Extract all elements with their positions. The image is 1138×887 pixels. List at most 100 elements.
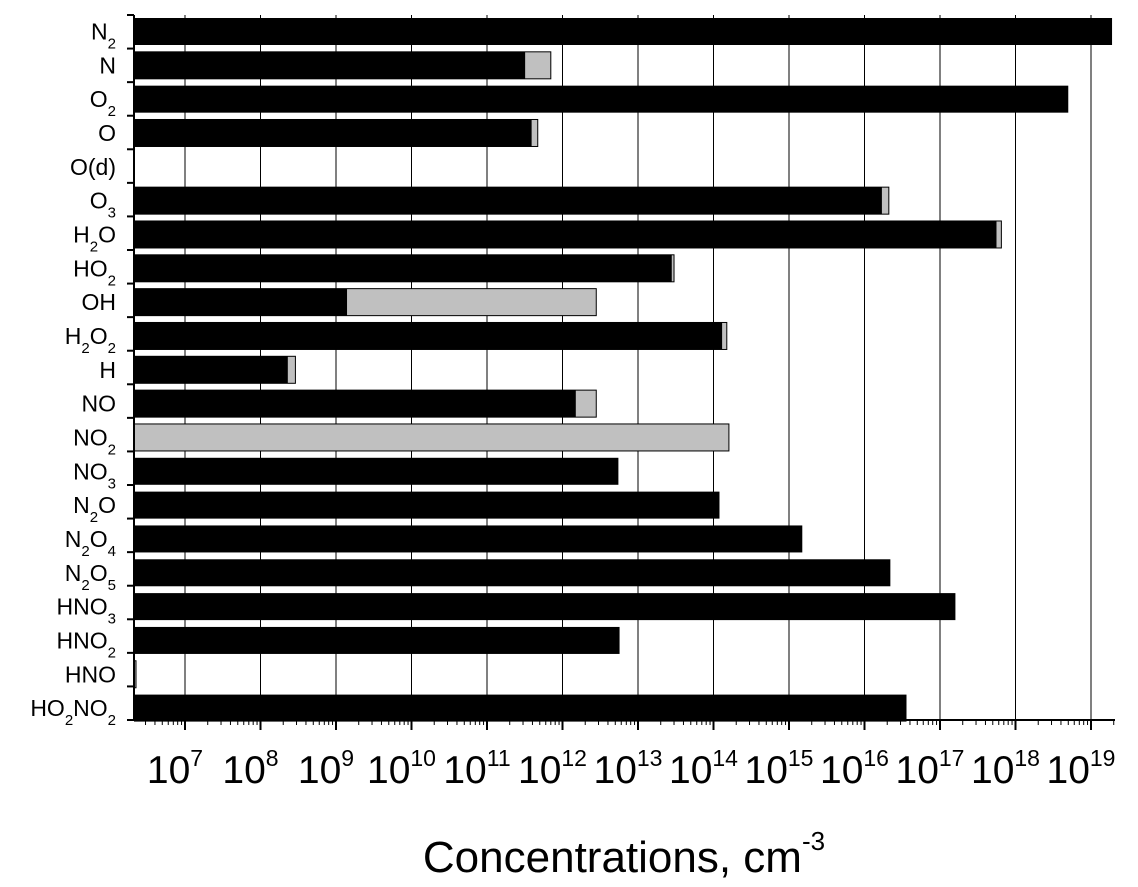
category-label-17: HNO3 (57, 594, 116, 628)
category-labels: N2NO2OO(d)O3H2OHO2OHH2O2HNONO2NO3N2ON2O4… (30, 19, 116, 730)
tick-base: 10 (971, 749, 1014, 792)
bar-primary-11 (134, 390, 576, 418)
bars (133, 18, 1113, 722)
bar-primary-13 (134, 457, 619, 485)
category-label-part: O (98, 492, 116, 518)
category-label-part: O (98, 221, 116, 247)
x-tick-label-7: 107 (147, 745, 203, 792)
category-label-6: H2O (73, 221, 116, 255)
category-label-1: N (99, 52, 116, 78)
bar-primary-17 (134, 593, 956, 621)
tick-base: 10 (594, 749, 637, 792)
bar-primary-1 (134, 51, 526, 79)
category-label-part: O (90, 86, 108, 112)
category-label-part: NO (82, 391, 117, 417)
tick-exponent: 13 (637, 745, 663, 771)
x-tick-label-9: 109 (298, 745, 354, 792)
category-label-part: N (99, 52, 116, 78)
bar-primary-7 (134, 254, 672, 282)
category-label-part: O (90, 560, 108, 586)
category-label-part: HNO (57, 627, 108, 653)
x-tick-marks (145, 720, 1115, 730)
category-label-3: O (98, 120, 116, 146)
tick-exponent: 10 (410, 745, 436, 771)
x-axis-title: Concentrations, cm-3 (423, 826, 825, 882)
x-axis-title-exponent: -3 (802, 826, 825, 856)
x-tick-label-17: 1017 (896, 745, 965, 792)
tick-base: 10 (147, 749, 190, 792)
bar-primary-3 (134, 119, 532, 147)
category-label-10: H (99, 357, 116, 383)
category-label-part: OH (82, 289, 117, 315)
category-label-part: 2 (65, 712, 73, 729)
category-label-part: N (91, 19, 108, 45)
category-label-part: NO (73, 424, 108, 450)
category-label-part: 3 (108, 475, 116, 492)
tick-exponent: 15 (788, 745, 814, 771)
tick-exponent: 9 (341, 745, 354, 771)
category-label-part: N (65, 526, 82, 552)
category-label-part: 2 (81, 577, 89, 594)
x-tick-label-14: 1014 (669, 745, 738, 792)
bar-primary-20 (134, 694, 907, 722)
category-label-11: NO (82, 391, 117, 417)
x-tick-label-16: 1016 (820, 745, 889, 792)
category-label-part: HO (73, 255, 108, 281)
category-label-9: H2O2 (65, 323, 116, 357)
y-tick-marks (127, 14, 134, 721)
x-tick-label-18: 1018 (971, 745, 1040, 792)
category-label-7: HO2 (73, 255, 116, 289)
x-tick-label-13: 1013 (594, 745, 663, 792)
category-label-0: N2 (91, 19, 116, 53)
bar-primary-10 (134, 356, 288, 384)
category-label-14: N2O (73, 492, 116, 526)
category-label-part: 2 (90, 509, 98, 526)
tick-base: 10 (443, 749, 486, 792)
category-label-13: NO3 (73, 458, 116, 492)
tick-base: 10 (222, 749, 265, 792)
category-label-part: HO (30, 695, 65, 721)
category-label-part: O (90, 188, 108, 214)
tick-base: 10 (896, 749, 939, 792)
bar-primary-2 (134, 85, 1069, 113)
tick-base: 10 (518, 749, 561, 792)
category-label-2: O2 (90, 86, 116, 120)
bar-primary-8 (134, 288, 348, 316)
category-label-12: NO2 (73, 424, 116, 458)
x-tick-label-11: 1011 (443, 745, 510, 792)
category-label-part: O (90, 323, 108, 349)
bar-primary-5 (134, 187, 882, 215)
category-label-16: N2O5 (65, 560, 116, 594)
axes (133, 15, 1115, 721)
bar-primary-0 (134, 18, 1113, 45)
bar-secondary-12 (133, 423, 730, 452)
tick-exponent: 14 (712, 745, 738, 771)
tick-exponent: 19 (1090, 745, 1116, 771)
category-label-part: 2 (108, 36, 116, 53)
category-label-part: H (99, 357, 116, 383)
category-label-part: O (90, 526, 108, 552)
category-label-15: N2O4 (65, 526, 116, 560)
tick-exponent: 11 (487, 745, 511, 771)
bar-primary-16 (134, 559, 891, 587)
category-label-part: NO (73, 458, 108, 484)
category-label-part: 2 (108, 272, 116, 289)
x-axis-title-text: Concentrations, cm (423, 833, 802, 882)
category-label-part: 3 (108, 611, 116, 628)
bar-primary-18 (134, 626, 620, 654)
category-label-part: 2 (108, 441, 116, 458)
category-label-19: HNO (65, 661, 116, 687)
category-label-part: H (73, 221, 90, 247)
tick-base: 10 (367, 749, 410, 792)
category-label-part: 2 (81, 340, 89, 357)
x-tick-label-8: 108 (222, 745, 278, 792)
bar-primary-15 (134, 525, 803, 553)
category-label-18: HNO2 (57, 627, 116, 661)
category-label-part: 2 (90, 238, 98, 255)
tick-base: 10 (669, 749, 712, 792)
tick-exponent: 8 (266, 745, 279, 771)
category-label-5: O3 (90, 188, 116, 222)
x-tick-label-10: 1010 (367, 745, 436, 792)
category-label-part: H (65, 323, 82, 349)
